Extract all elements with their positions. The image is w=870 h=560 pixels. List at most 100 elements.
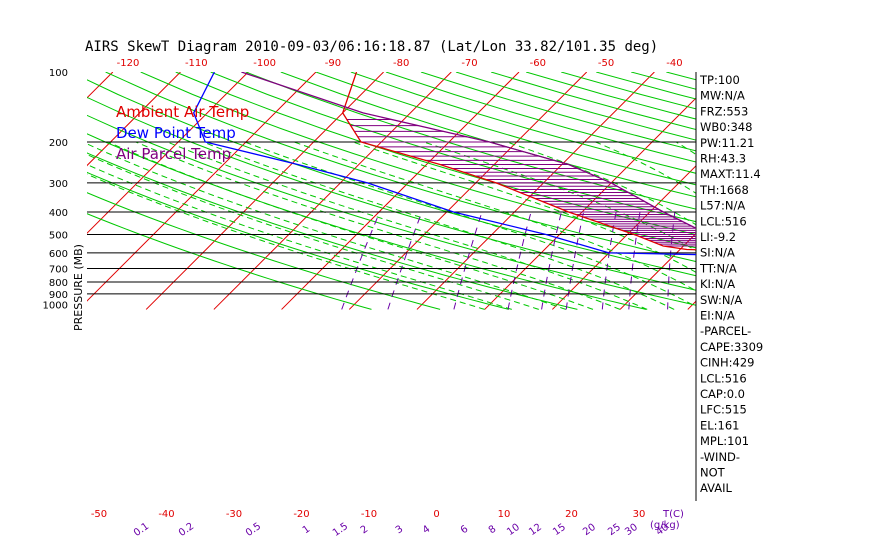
top-temp-tick-label: -80 <box>393 58 409 69</box>
mixing-ratio-label: 1 <box>301 524 313 537</box>
moist-adiabats <box>87 141 870 310</box>
bottom-temperature-ticks: -50 -40 -30 -20 -10 0 10 20 30 <box>91 509 646 520</box>
top-temp-tick-label: -50 <box>598 58 614 69</box>
mixing-ratio-label: 8 <box>487 524 499 537</box>
mixing-ratio-label: 30 <box>623 522 640 538</box>
top-temp-tick-label: -120 <box>117 58 140 69</box>
moist-adiabat-line <box>244 141 696 308</box>
mixing-ratio-label: 4 <box>421 524 433 537</box>
index-value: CAPE:3309 <box>700 340 763 354</box>
mixing-ratio-label: 25 <box>606 522 623 538</box>
isotherm-line <box>87 72 249 234</box>
moist-adiabat-line <box>506 141 696 226</box>
mixing-ratio-label: 15 <box>551 522 568 538</box>
mixing-ratio-line <box>857 212 870 309</box>
index-value: FRZ:553 <box>700 104 748 118</box>
mixing-ratio-line <box>827 212 838 309</box>
index-value: -WIND- <box>700 450 740 464</box>
isotherm-line <box>213 72 452 310</box>
mixing-ratio-label: 12 <box>527 522 544 538</box>
pressure-tick-label: 800 <box>49 278 68 289</box>
mixing-ratio-label: 6 <box>459 524 471 537</box>
index-value: EI:N/A <box>700 309 735 323</box>
chart-title: AIRS SkewT Diagram 2010-09-03/06:16:18.8… <box>85 39 658 55</box>
bottom-temp-tick-label: 10 <box>498 509 511 520</box>
top-temp-tick-label: -90 <box>325 58 341 69</box>
index-value: CINH:429 <box>700 356 755 370</box>
mixing-ratio-line <box>759 212 762 309</box>
bottom-temp-tick-label: 20 <box>565 509 578 520</box>
bottom-temp-tick-label: -50 <box>91 509 107 520</box>
dry-adiabat-line <box>87 79 696 277</box>
index-value: MW:N/A <box>700 89 745 103</box>
index-value: LCL:516 <box>700 371 747 385</box>
mixing-ratio-line <box>787 212 793 309</box>
dry-adiabat-line <box>175 72 696 236</box>
moist-adiabat-line <box>107 141 594 310</box>
dry-adiabat-line <box>87 213 372 310</box>
mixing-ratio-label: 0.1 <box>132 521 151 539</box>
dry-adiabat-line <box>87 152 578 310</box>
index-value: RH:43.3 <box>700 152 746 166</box>
bottom-temp-tick-label: 0 <box>433 509 439 520</box>
mixing-ratio-label: 3 <box>394 524 406 537</box>
isotherm-line <box>755 72 870 309</box>
moist-adiabat-line <box>742 142 870 309</box>
dry-adiabat-line <box>490 72 696 131</box>
moist-adiabat-line <box>203 141 675 310</box>
dry-adiabat-line <box>87 114 696 306</box>
index-value: TH:1668 <box>699 183 749 197</box>
isotherm-line <box>87 72 317 302</box>
mixing-ratio-label: 20 <box>581 522 598 538</box>
index-value: SI:N/A <box>700 246 735 260</box>
dry-adiabat-line <box>105 72 696 263</box>
top-temp-tick-label: -60 <box>530 58 546 69</box>
isotherm-line <box>484 97 696 310</box>
isotherm-line <box>823 72 870 309</box>
mixing-ratio-line <box>341 211 381 310</box>
bottom-temp-tick-label: -10 <box>361 509 377 520</box>
isotherm-line <box>87 72 181 167</box>
index-value: LI:-9.2 <box>700 230 736 244</box>
bottom-temp-tick-label: -20 <box>293 509 309 520</box>
dry-adiabat-line <box>140 72 696 249</box>
moist-adiabat-line <box>87 173 485 310</box>
pressure-tick-label: 400 <box>49 208 68 219</box>
moist-adiabat-line <box>294 141 696 292</box>
moist-adiabat-line <box>352 141 696 273</box>
index-value: AVAIL <box>700 481 733 495</box>
index-value: NOT <box>700 466 726 480</box>
isotherm-line <box>416 72 655 310</box>
mixing-ratio-line <box>387 211 423 310</box>
pressure-tick-label: 700 <box>49 264 68 275</box>
isotherm-line <box>145 72 384 310</box>
isobars <box>87 72 697 501</box>
y-axis-label: PRESSURE (MB) <box>72 244 85 331</box>
profile-series <box>192 72 696 256</box>
legend-air-parcel-temp: Air Parcel Temp <box>116 145 231 163</box>
moist-adiabat-line <box>423 141 696 252</box>
pressure-tick-label: 500 <box>49 231 68 242</box>
dry-adiabat-line <box>525 72 696 120</box>
index-value: TT:N/A <box>699 261 737 275</box>
index-value: LFC:515 <box>700 403 747 417</box>
dry-adiabat-line <box>350 72 696 174</box>
isotherm-line <box>348 72 588 310</box>
legend-dew-point-temp: Dew Point Temp <box>116 124 236 142</box>
isotherm-line <box>281 72 520 310</box>
mixing-ratio-label: 2 <box>359 524 371 537</box>
index-value: LCL:516 <box>700 214 747 228</box>
legend-ambient-air-temp: Ambient Air Temp <box>116 103 249 121</box>
dry-adiabat-line <box>315 72 696 186</box>
isotherm-line <box>0 72 45 309</box>
index-value: EL:161 <box>700 418 740 432</box>
mixing-ratio-label: 0.2 <box>177 521 196 539</box>
index-value: MAXT:11.4 <box>700 167 761 181</box>
dew-point-temp-line <box>192 72 696 256</box>
moist-adiabat-line <box>135 141 621 310</box>
mixing-ratio-unit-label: (g/kg) <box>650 520 680 531</box>
top-temperature-ticks: -120 -110 -100 -90 -80 -70 -60 -50 -40 <box>117 58 683 69</box>
dry-adiabat-line <box>280 72 696 198</box>
bottom-temp-tick-label: -30 <box>226 509 242 520</box>
